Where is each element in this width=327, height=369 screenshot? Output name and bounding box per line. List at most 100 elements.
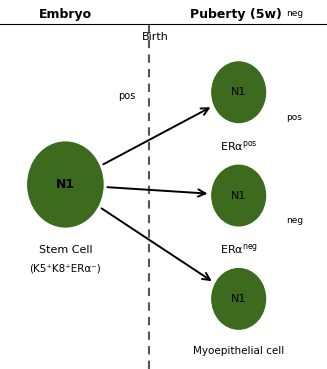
Circle shape	[214, 65, 263, 119]
Circle shape	[217, 275, 258, 321]
Circle shape	[234, 87, 236, 89]
Circle shape	[228, 183, 244, 201]
Circle shape	[221, 72, 254, 109]
Circle shape	[37, 153, 90, 212]
Text: N1: N1	[231, 190, 247, 201]
Circle shape	[53, 170, 69, 189]
Circle shape	[42, 158, 83, 205]
Circle shape	[226, 284, 247, 308]
Circle shape	[43, 159, 82, 203]
Circle shape	[225, 180, 248, 206]
Circle shape	[215, 169, 261, 221]
Circle shape	[228, 80, 244, 98]
Circle shape	[226, 77, 247, 101]
Circle shape	[224, 179, 250, 208]
Circle shape	[218, 69, 257, 113]
Circle shape	[52, 169, 71, 190]
Circle shape	[29, 143, 102, 225]
Circle shape	[40, 156, 86, 208]
Circle shape	[233, 189, 237, 193]
Text: Myoepithelial cell: Myoepithelial cell	[193, 346, 284, 356]
Circle shape	[233, 189, 237, 194]
Circle shape	[217, 68, 258, 114]
Circle shape	[218, 172, 257, 217]
Circle shape	[227, 182, 245, 203]
Circle shape	[222, 176, 252, 211]
Circle shape	[213, 166, 264, 224]
Circle shape	[46, 163, 78, 199]
Circle shape	[217, 274, 259, 322]
Circle shape	[31, 146, 99, 222]
Circle shape	[230, 186, 241, 198]
Circle shape	[224, 283, 249, 310]
Circle shape	[219, 173, 256, 215]
Text: ERα$^{\mathrm{neg}}$: ERα$^{\mathrm{neg}}$	[220, 242, 258, 256]
Circle shape	[221, 73, 253, 108]
Circle shape	[226, 182, 246, 204]
Text: (K5⁺K8⁺ERα⁻): (K5⁺K8⁺ERα⁻)	[29, 264, 101, 274]
Circle shape	[45, 161, 80, 201]
Text: Puberty (5w): Puberty (5w)	[190, 8, 281, 21]
Circle shape	[217, 171, 258, 218]
Circle shape	[221, 279, 254, 316]
Circle shape	[223, 74, 251, 106]
Circle shape	[217, 171, 259, 218]
Circle shape	[234, 191, 235, 192]
Circle shape	[225, 76, 248, 103]
Circle shape	[215, 168, 262, 222]
Circle shape	[224, 179, 249, 207]
Circle shape	[228, 286, 245, 306]
Circle shape	[57, 175, 64, 183]
Circle shape	[220, 278, 254, 316]
Circle shape	[55, 173, 66, 186]
Circle shape	[221, 279, 253, 315]
Circle shape	[216, 67, 259, 115]
Circle shape	[230, 289, 241, 302]
Circle shape	[217, 68, 258, 114]
Circle shape	[215, 65, 262, 118]
Circle shape	[59, 177, 60, 179]
Circle shape	[231, 84, 239, 93]
Text: N1: N1	[56, 178, 75, 191]
Circle shape	[59, 177, 61, 180]
Circle shape	[218, 276, 257, 319]
Circle shape	[222, 280, 252, 314]
Circle shape	[232, 188, 238, 195]
Circle shape	[215, 272, 262, 325]
Circle shape	[230, 83, 241, 95]
Text: Stem Cell: Stem Cell	[39, 245, 92, 255]
Circle shape	[232, 84, 239, 92]
Circle shape	[216, 274, 259, 322]
Circle shape	[233, 86, 237, 90]
Circle shape	[220, 174, 255, 214]
Circle shape	[234, 87, 235, 88]
Circle shape	[217, 275, 258, 320]
Circle shape	[227, 285, 246, 307]
Circle shape	[47, 164, 76, 197]
Circle shape	[231, 187, 239, 196]
Circle shape	[232, 292, 238, 298]
Circle shape	[220, 71, 255, 110]
Circle shape	[222, 73, 252, 107]
Circle shape	[40, 155, 87, 209]
Circle shape	[230, 289, 241, 301]
Circle shape	[223, 282, 250, 312]
Text: Embryo: Embryo	[39, 8, 92, 21]
Circle shape	[231, 290, 239, 300]
Circle shape	[233, 190, 236, 193]
Circle shape	[54, 172, 68, 187]
Circle shape	[50, 167, 73, 193]
Circle shape	[229, 82, 242, 96]
Circle shape	[231, 83, 240, 94]
Circle shape	[232, 85, 238, 91]
Circle shape	[50, 167, 74, 194]
Circle shape	[217, 68, 259, 115]
Circle shape	[229, 81, 242, 96]
Circle shape	[230, 186, 241, 199]
Circle shape	[56, 174, 65, 184]
Circle shape	[214, 64, 264, 120]
Circle shape	[29, 144, 101, 224]
Circle shape	[233, 292, 237, 297]
Circle shape	[51, 169, 71, 191]
Circle shape	[225, 283, 248, 310]
